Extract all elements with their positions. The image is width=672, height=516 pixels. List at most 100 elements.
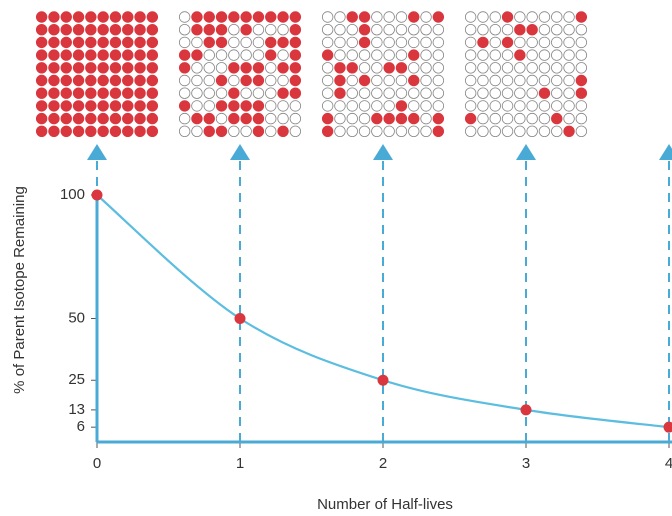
atom	[347, 101, 358, 112]
atom	[110, 101, 121, 112]
atom	[265, 113, 276, 124]
atom	[73, 63, 84, 74]
atom	[564, 113, 575, 124]
atom	[98, 75, 109, 86]
atom	[204, 75, 215, 86]
atom	[322, 24, 333, 35]
atom-grid	[322, 12, 443, 137]
atom	[61, 113, 72, 124]
atom	[122, 24, 133, 35]
atom	[73, 50, 84, 61]
atom	[135, 113, 146, 124]
atom	[229, 37, 240, 48]
atom	[98, 50, 109, 61]
atom	[465, 75, 476, 86]
atom	[576, 88, 587, 99]
atom	[86, 101, 97, 112]
atom	[347, 88, 358, 99]
atom	[241, 101, 252, 112]
atom	[147, 113, 158, 124]
atom	[465, 50, 476, 61]
atom	[408, 101, 419, 112]
atom	[179, 101, 190, 112]
atom	[564, 50, 575, 61]
atom	[384, 63, 395, 74]
atom	[515, 101, 526, 112]
atom	[359, 37, 370, 48]
atom	[61, 12, 72, 23]
atom	[265, 24, 276, 35]
atom	[396, 75, 407, 86]
atom	[515, 50, 526, 61]
atom	[421, 37, 432, 48]
atom	[322, 50, 333, 61]
atom	[421, 63, 432, 74]
atom	[241, 88, 252, 99]
atom	[421, 24, 432, 35]
atom	[290, 88, 301, 99]
atom	[347, 12, 358, 23]
atom	[192, 37, 203, 48]
atom	[98, 126, 109, 137]
atom	[335, 50, 346, 61]
atom	[192, 113, 203, 124]
atom	[216, 75, 227, 86]
atom	[502, 37, 513, 48]
atom	[433, 113, 444, 124]
atom	[216, 37, 227, 48]
atom	[147, 12, 158, 23]
atom	[421, 12, 432, 23]
atom	[36, 12, 47, 23]
atom	[241, 37, 252, 48]
atom	[576, 12, 587, 23]
atom	[110, 75, 121, 86]
atom	[179, 126, 190, 137]
atom	[86, 75, 97, 86]
data-point	[378, 375, 389, 386]
atom	[253, 37, 264, 48]
atom	[204, 88, 215, 99]
atom	[408, 37, 419, 48]
atom	[179, 24, 190, 35]
atom	[229, 12, 240, 23]
atom	[465, 126, 476, 137]
atom	[515, 12, 526, 23]
atom	[322, 88, 333, 99]
atom	[372, 24, 383, 35]
atom	[135, 101, 146, 112]
atom	[576, 126, 587, 137]
atom	[73, 88, 84, 99]
atom	[396, 24, 407, 35]
atom	[322, 75, 333, 86]
atom	[73, 75, 84, 86]
atom	[335, 126, 346, 137]
atom	[465, 101, 476, 112]
atom	[527, 12, 538, 23]
atom	[278, 24, 289, 35]
atom	[359, 88, 370, 99]
atom	[179, 88, 190, 99]
atom	[253, 101, 264, 112]
atom	[73, 24, 84, 35]
atom	[253, 113, 264, 124]
atom	[359, 12, 370, 23]
atom	[515, 113, 526, 124]
atom	[396, 50, 407, 61]
atom	[73, 126, 84, 137]
atom	[490, 37, 501, 48]
atom	[204, 37, 215, 48]
atom	[539, 63, 550, 74]
atom	[421, 113, 432, 124]
atom	[147, 88, 158, 99]
atom	[278, 50, 289, 61]
atom	[61, 126, 72, 137]
atom	[335, 113, 346, 124]
atom	[241, 12, 252, 23]
atom	[204, 12, 215, 23]
x-tick-label: 0	[93, 455, 101, 472]
atom	[421, 75, 432, 86]
atom	[122, 113, 133, 124]
atom	[110, 113, 121, 124]
atom	[204, 101, 215, 112]
atom	[278, 113, 289, 124]
